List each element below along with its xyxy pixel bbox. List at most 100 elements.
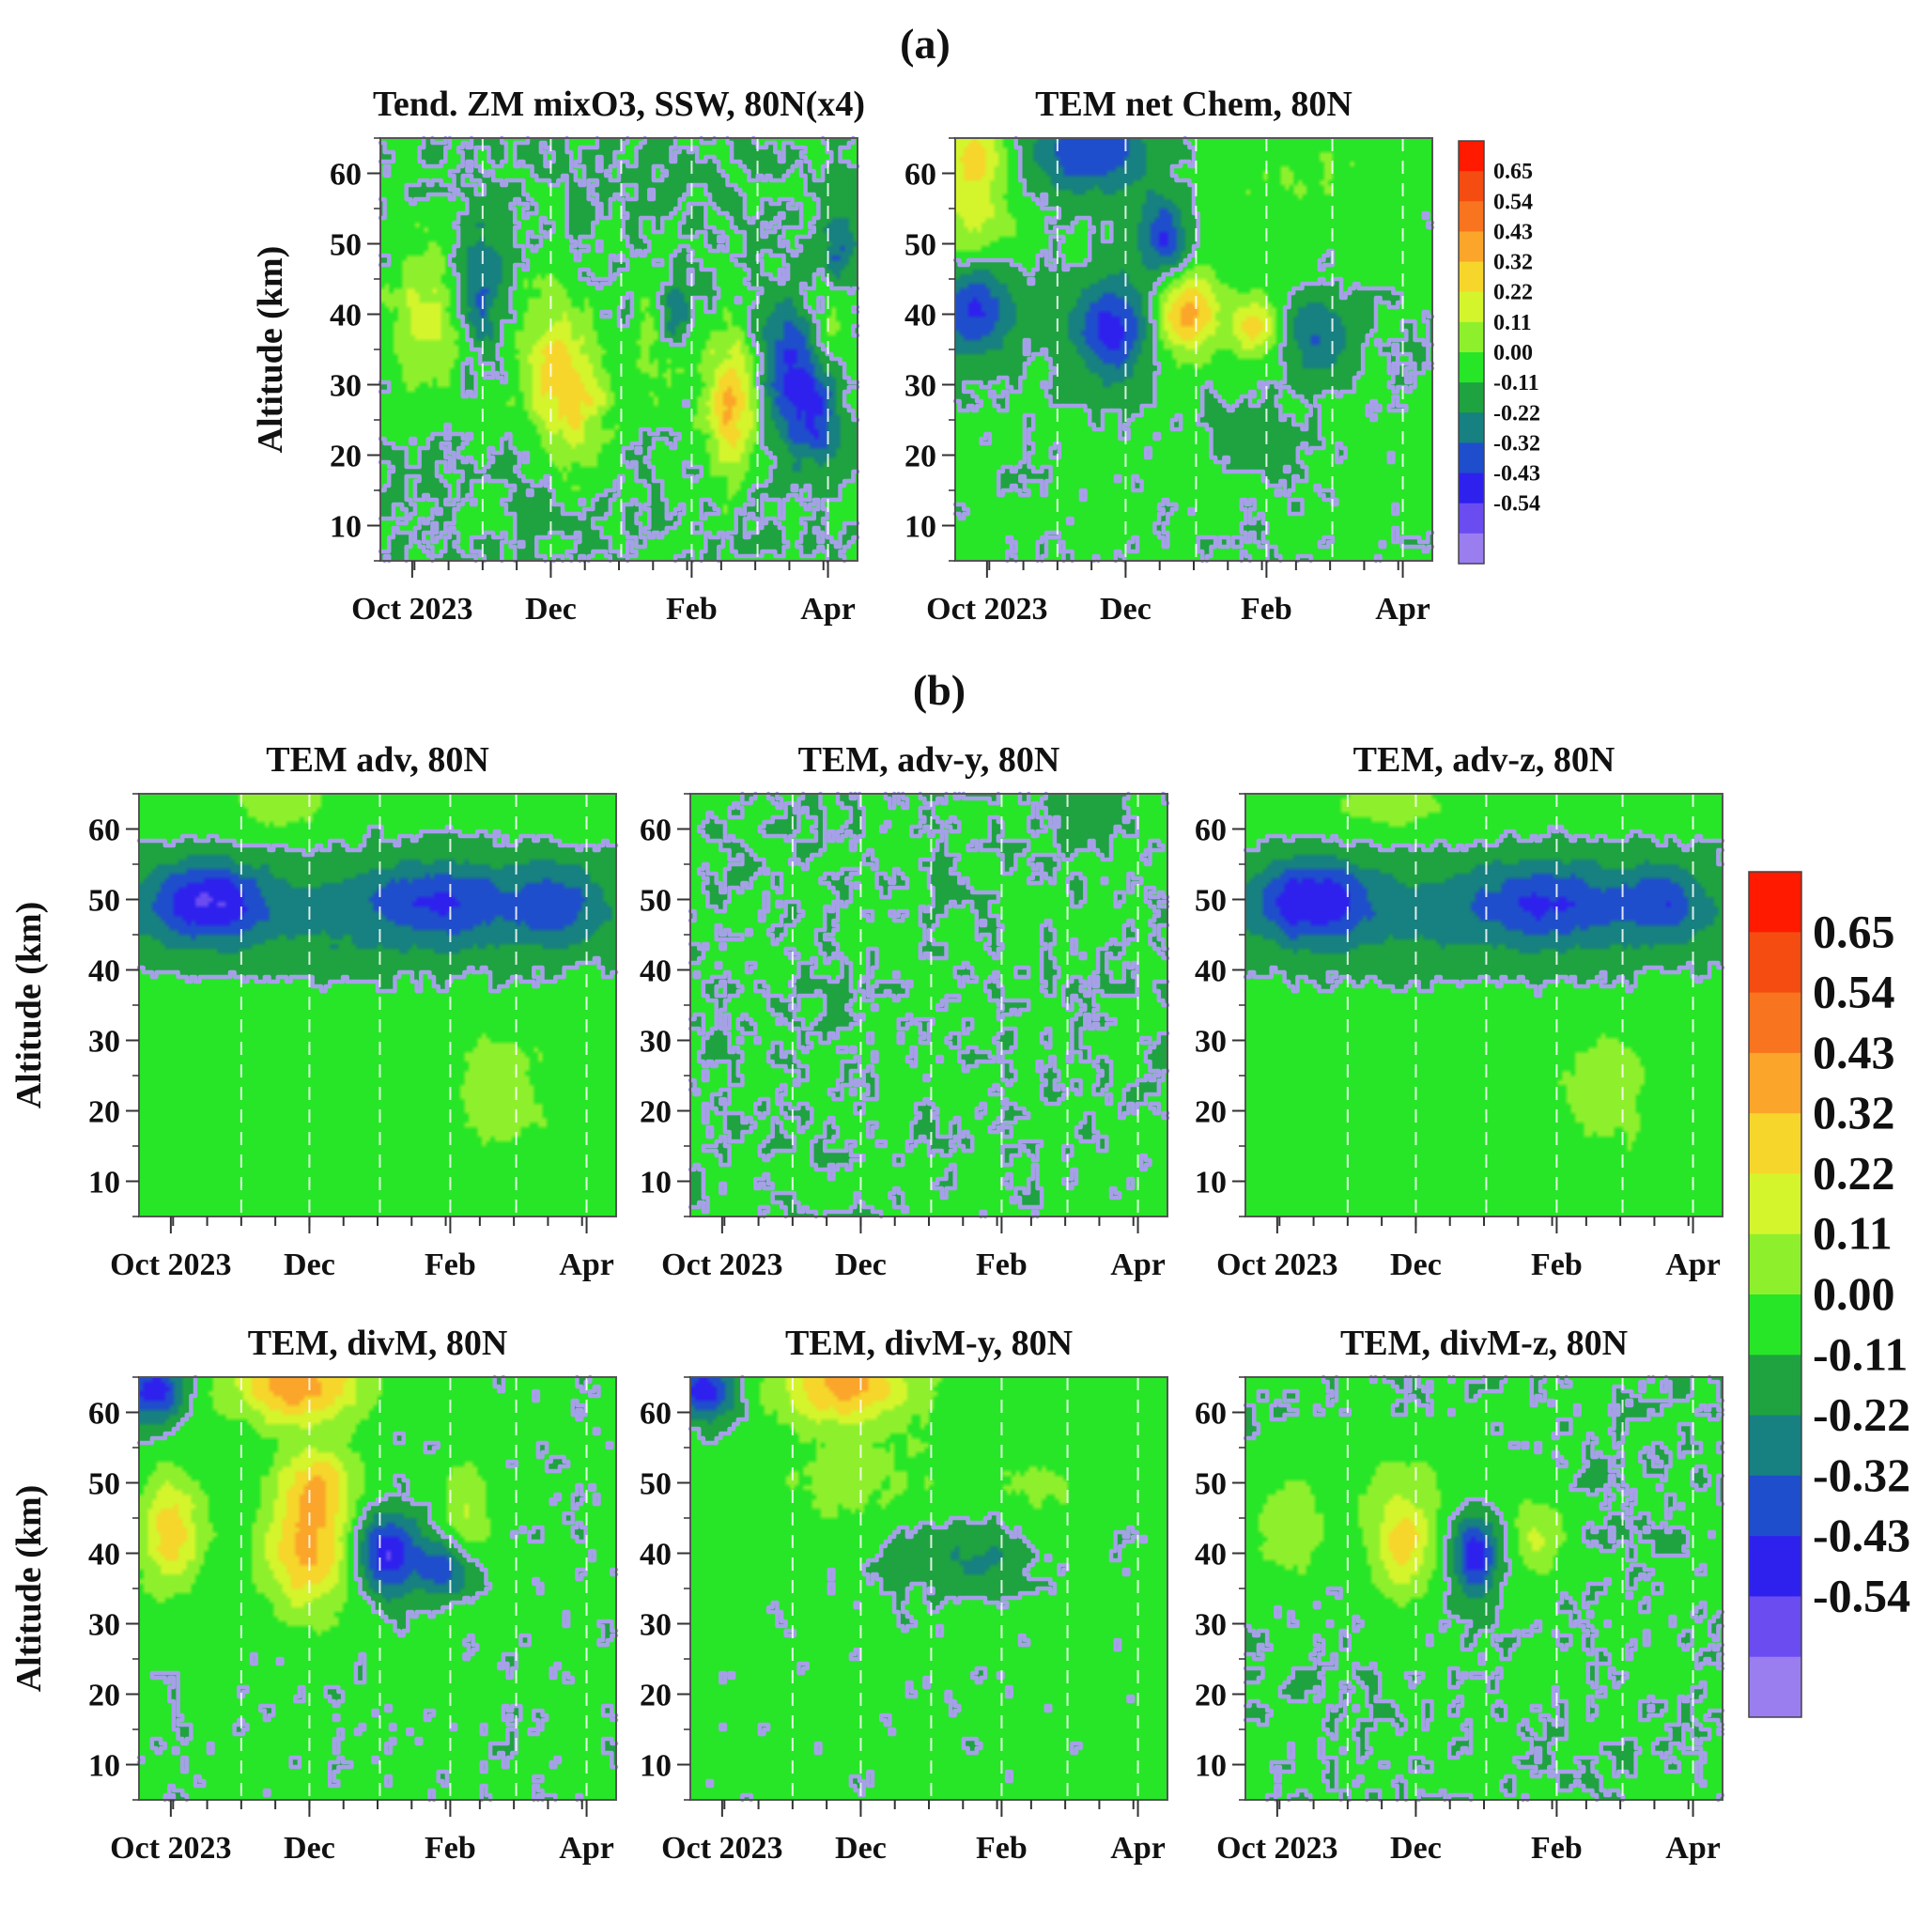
colorbar_a-swatch-10 bbox=[1459, 442, 1484, 474]
b1-x-tick-label-2: Feb bbox=[425, 1247, 476, 1282]
colorbar_a-swatch-5 bbox=[1459, 291, 1484, 323]
b3-y-tick-label-5: 60 bbox=[1195, 814, 1227, 848]
b3-y-tick-label-1: 20 bbox=[1195, 1095, 1227, 1130]
b1-x-tick-label-1: Dec bbox=[284, 1247, 335, 1282]
colorbar_b-level-label-9: -0.32 bbox=[1813, 1449, 1910, 1501]
b3-y-tick-label-2: 30 bbox=[1195, 1025, 1227, 1060]
b6-y-tick-label-0: 10 bbox=[1195, 1749, 1227, 1784]
colorbar_a-swatch-13 bbox=[1459, 533, 1484, 565]
a2-x-tick-label-1: Dec bbox=[1100, 592, 1151, 627]
colorbar_a-level-label-3: 0.32 bbox=[1493, 251, 1533, 275]
b6-y-tick-label-4: 50 bbox=[1195, 1467, 1227, 1502]
b4-y-tick-label-2: 30 bbox=[88, 1608, 120, 1643]
b1-title: TEM adv, 80N bbox=[266, 740, 489, 780]
section-label-b: (b) bbox=[913, 666, 966, 714]
colorbar_a-level-label-6: 0.00 bbox=[1493, 341, 1533, 365]
b2-y-tick-label-3: 40 bbox=[640, 954, 672, 989]
colorbar_b-swatch-3 bbox=[1749, 1052, 1801, 1114]
a2-title: TEM net Chem, 80N bbox=[1035, 85, 1352, 124]
colorbar_b-swatch-9 bbox=[1749, 1415, 1801, 1477]
colorbar_a-swatch-1 bbox=[1459, 171, 1484, 202]
b5-x-tick-label-0: Oct 2023 bbox=[661, 1831, 782, 1866]
a1-y-tick-label-5: 60 bbox=[330, 158, 362, 193]
a2-x-tick-label-3: Apr bbox=[1375, 592, 1430, 627]
colorbar_b-level-label-2: 0.43 bbox=[1813, 1026, 1895, 1078]
a2-y-tick-label-3: 40 bbox=[904, 299, 936, 333]
b2-x-tick-label-1: Dec bbox=[835, 1247, 887, 1282]
colorbar_a-level-label-9: -0.32 bbox=[1493, 431, 1540, 456]
colorbar_b-frame bbox=[1748, 871, 1802, 1718]
b4-y-axis-label: Altitude (km) bbox=[9, 1485, 49, 1693]
b6-zero-contour bbox=[1243, 1374, 1725, 1803]
b5-y-tick-label-3: 40 bbox=[640, 1538, 672, 1573]
b3-title: TEM, adv-z, 80N bbox=[1353, 740, 1615, 780]
panel-b4-tem-divm: Oct 2023 Dec Feb Apr 10 20 30 40 50 60 TEM, divM, … bbox=[9, 1324, 619, 1866]
b4-y-tick-label-4: 50 bbox=[88, 1467, 120, 1502]
a2-x-tick-label-2: Feb bbox=[1241, 592, 1292, 627]
b5-y-tick-label-5: 60 bbox=[640, 1397, 672, 1432]
panel-a1-tendency-mixo3: Oct 2023 Dec Feb Apr 10 20 30 40 50 60 Tend. ZM mi… bbox=[251, 85, 865, 627]
colorbar_b-swatch-4 bbox=[1749, 1113, 1801, 1174]
b5-x-tick-label-1: Dec bbox=[835, 1831, 887, 1866]
a1-y-axis-label: Altitude (km) bbox=[251, 246, 290, 454]
b1-x-tick-label-3: Apr bbox=[559, 1247, 614, 1282]
a1-x-tick-label-0: Oct 2023 bbox=[351, 592, 472, 627]
colorbar_a-swatch-7 bbox=[1459, 352, 1484, 383]
colorbar_b-swatch-2 bbox=[1749, 992, 1801, 1054]
colorbar_a-level-label-10: -0.43 bbox=[1493, 462, 1540, 487]
b1-x-tick-label-0: Oct 2023 bbox=[110, 1247, 231, 1282]
a1-y-tick-label-2: 30 bbox=[330, 369, 362, 404]
panel-a2-net-chem: Oct 2023 Dec Feb Apr 10 20 30 40 50 60 TEM net Che… bbox=[904, 85, 1435, 627]
colorbar_b-swatch-13 bbox=[1749, 1656, 1801, 1718]
colorbar_b-level-label-7: -0.11 bbox=[1813, 1327, 1908, 1380]
b2-y-tick-label-4: 50 bbox=[640, 884, 672, 919]
b6-y-tick-label-2: 30 bbox=[1195, 1608, 1227, 1643]
a1-y-tick-label-3: 40 bbox=[330, 299, 362, 333]
colorbar_a-level-label-7: -0.11 bbox=[1493, 371, 1539, 395]
b4-zero-contour bbox=[136, 1374, 619, 1803]
b5-x-tick-label-2: Feb bbox=[976, 1831, 1028, 1866]
b1-y-tick-label-1: 20 bbox=[88, 1095, 120, 1130]
colorbar_a-swatch-0 bbox=[1459, 141, 1484, 172]
a2-y-tick-label-1: 20 bbox=[904, 440, 936, 474]
b3-x-tick-label-0: Oct 2023 bbox=[1216, 1247, 1337, 1282]
b3-x-tick-label-3: Apr bbox=[1665, 1247, 1721, 1282]
colorbar_b-swatch-5 bbox=[1749, 1173, 1801, 1235]
b3-y-tick-label-4: 50 bbox=[1195, 884, 1227, 919]
b3-y-tick-label-3: 40 bbox=[1195, 954, 1227, 989]
b5-title: TEM, divM-y, 80N bbox=[785, 1324, 1073, 1363]
colorbar_a-level-label-0: 0.65 bbox=[1493, 160, 1533, 184]
colorbar_a-swatch-11 bbox=[1459, 473, 1484, 504]
a1-heatmap-field bbox=[380, 138, 858, 561]
a2-y-tick-label-2: 30 bbox=[904, 369, 936, 404]
a1-y-tick-label-4: 50 bbox=[330, 228, 362, 263]
b2-y-tick-label-5: 60 bbox=[640, 814, 672, 848]
panel-b6-tem-divm-z: Oct 2023 Dec Feb Apr 10 20 30 40 50 60 TEM, divM-z… bbox=[1195, 1324, 1725, 1866]
colorbar-b: 0.65 0.54 0.43 0.32 0.22 0.11 0.00 -0.11 -0.22 -0… bbox=[1748, 871, 1910, 1718]
b4-y-tick-label-5: 60 bbox=[88, 1397, 120, 1432]
b5-y-tick-label-0: 10 bbox=[640, 1749, 672, 1784]
colorbar_a-level-label-4: 0.22 bbox=[1493, 281, 1533, 305]
colorbar_b-swatch-8 bbox=[1749, 1355, 1801, 1417]
b4-title: TEM, divM, 80N bbox=[248, 1324, 508, 1363]
b5-x-tick-label-3: Apr bbox=[1110, 1831, 1166, 1866]
colorbar_a-swatch-3 bbox=[1459, 231, 1484, 263]
a2-x-tick-label-0: Oct 2023 bbox=[926, 592, 1047, 627]
b6-y-tick-label-5: 60 bbox=[1195, 1397, 1227, 1432]
b2-zero-contour bbox=[688, 791, 1170, 1219]
b4-x-tick-label-2: Feb bbox=[425, 1831, 476, 1866]
panel-b3-tem-adv-z: Oct 2023 Dec Feb Apr 10 20 30 40 50 60 TEM, adv-z,… bbox=[1195, 740, 1725, 1282]
b5-y-tick-label-4: 50 bbox=[640, 1467, 672, 1502]
colorbar_a-swatch-12 bbox=[1459, 503, 1484, 535]
colorbar_b-swatch-7 bbox=[1749, 1294, 1801, 1356]
colorbar_a-level-label-1: 0.54 bbox=[1493, 190, 1533, 214]
b4-y-tick-label-1: 20 bbox=[88, 1679, 120, 1713]
b2-x-tick-label-2: Feb bbox=[976, 1247, 1028, 1282]
colorbar_b-level-label-11: -0.54 bbox=[1813, 1569, 1910, 1621]
colorbar_a-level-label-8: -0.22 bbox=[1493, 401, 1540, 426]
colorbar_b-swatch-6 bbox=[1749, 1233, 1801, 1295]
colorbar_a-swatch-9 bbox=[1459, 412, 1484, 443]
a1-y-tick-label-0: 10 bbox=[330, 510, 362, 545]
b2-title: TEM, adv-y, 80N bbox=[798, 740, 1060, 780]
a1-y-tick-label-1: 20 bbox=[330, 440, 362, 474]
